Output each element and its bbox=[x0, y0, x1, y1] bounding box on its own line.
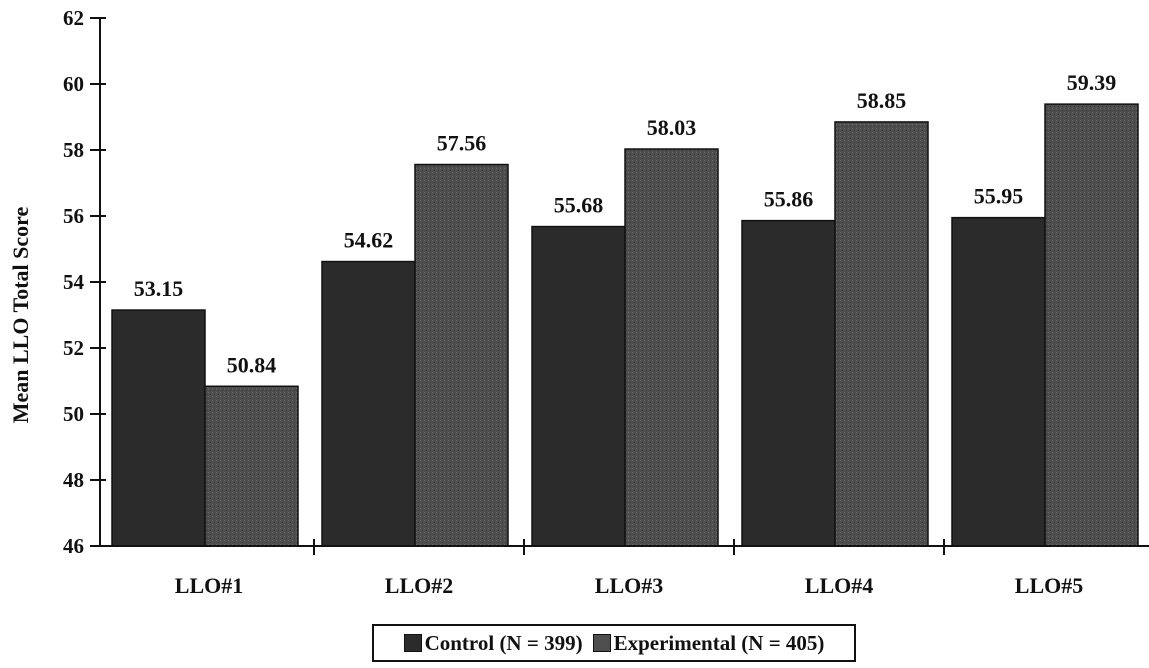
y-axis-title: Mean LLO Total Score bbox=[8, 206, 33, 423]
y-tick-label-58: 58 bbox=[63, 138, 84, 162]
bar-llo-5-experimental bbox=[1044, 103, 1139, 547]
bar-chart: Mean LLO Total Score 53.15 50.84 54.62 57.5… bbox=[8, 6, 1149, 598]
bar-llo-3-experimental bbox=[624, 148, 719, 547]
bar-llo-1-experimental bbox=[204, 385, 299, 547]
y-tick-label-52: 52 bbox=[63, 336, 84, 360]
legend-item-experimental: Experimental (N = 405) bbox=[592, 630, 825, 656]
value-label-llo-5-control: 55.95 bbox=[974, 184, 1024, 209]
legend-swatch-control bbox=[403, 634, 422, 652]
x-tick-label-llo-5: LLO#5 bbox=[1015, 573, 1083, 598]
axes-group: LLO#1 LLO#2 LLO#3 LLO#4 LLO#5 46 48 50 52 54 56 58 6… bbox=[63, 6, 1149, 598]
x-tick-label-llo-1: LLO#1 bbox=[175, 573, 243, 598]
bar-llo-3-control bbox=[531, 225, 626, 547]
bar-llo-4-experimental bbox=[834, 121, 929, 547]
legend-label-experimental: Experimental (N = 405) bbox=[613, 630, 825, 655]
legend-label-control: Control (N = 399) bbox=[424, 630, 583, 655]
y-tick-label-50: 50 bbox=[63, 402, 84, 426]
legend: Control (N = 399) Experimental (N = 405) bbox=[372, 624, 856, 662]
value-label-llo-3-experimental: 58.03 bbox=[647, 115, 697, 140]
value-label-llo-2-control: 54.62 bbox=[344, 228, 394, 253]
value-label-llo-4-control: 55.86 bbox=[764, 187, 814, 212]
value-label-llo-4-experimental: 58.85 bbox=[857, 88, 907, 113]
y-tick-label-60: 60 bbox=[63, 72, 84, 96]
value-label-llo-2-experimental: 57.56 bbox=[437, 131, 487, 156]
x-tick-label-llo-2: LLO#2 bbox=[385, 573, 453, 598]
y-tick-label-54: 54 bbox=[63, 270, 85, 294]
value-label-llo-1-experimental: 50.84 bbox=[227, 352, 277, 377]
bars-group: 53.15 50.84 54.62 57.56 55.68 58.03 55.86 58.85… bbox=[111, 70, 1139, 547]
bar-llo-2-experimental bbox=[414, 163, 509, 547]
value-label-llo-3-control: 55.68 bbox=[554, 193, 604, 218]
x-tick-label-llo-3: LLO#3 bbox=[595, 573, 663, 598]
legend-swatch-experimental bbox=[592, 634, 611, 652]
bar-llo-4-control bbox=[741, 219, 836, 547]
value-label-llo-5-experimental: 59.39 bbox=[1067, 70, 1117, 95]
bar-llo-5-control bbox=[951, 216, 1046, 547]
y-tick-label-56: 56 bbox=[63, 204, 84, 228]
y-tick-label-48: 48 bbox=[63, 468, 84, 492]
y-tick-label-62: 62 bbox=[63, 6, 84, 30]
y-tick-label-46: 46 bbox=[63, 534, 84, 558]
value-label-llo-1-control: 53.15 bbox=[134, 276, 184, 301]
x-tick-label-llo-4: LLO#4 bbox=[805, 573, 873, 598]
bar-llo-1-control bbox=[111, 309, 206, 547]
bar-llo-2-control bbox=[321, 260, 416, 547]
legend-item-control: Control (N = 399) bbox=[403, 630, 583, 656]
